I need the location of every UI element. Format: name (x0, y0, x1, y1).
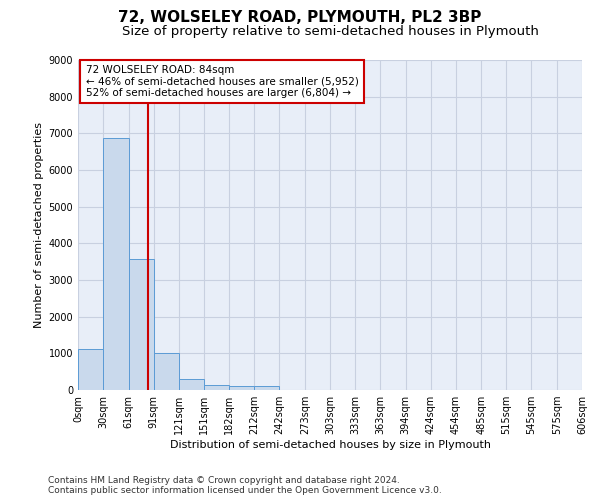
Bar (129, 260, 154, 390)
Bar (254, 386, 279, 390)
Text: Contains HM Land Registry data © Crown copyright and database right 2024.
Contai: Contains HM Land Registry data © Crown c… (48, 476, 442, 495)
Bar (103, 138, 129, 390)
X-axis label: Distribution of semi-detached houses by size in Plymouth: Distribution of semi-detached houses by … (170, 440, 491, 450)
Bar (203, 385, 229, 390)
Bar (78, 348, 103, 390)
Bar (229, 386, 254, 390)
Y-axis label: Number of semi-detached properties: Number of semi-detached properties (34, 122, 44, 328)
Bar (179, 378, 203, 390)
Title: Size of property relative to semi-detached houses in Plymouth: Size of property relative to semi-detach… (122, 25, 538, 38)
Text: 72 WOLSELEY ROAD: 84sqm
← 46% of semi-detached houses are smaller (5,952)
52% of: 72 WOLSELEY ROAD: 84sqm ← 46% of semi-de… (86, 65, 358, 98)
Text: 72, WOLSELEY ROAD, PLYMOUTH, PL2 3BP: 72, WOLSELEY ROAD, PLYMOUTH, PL2 3BP (118, 10, 482, 25)
Bar (154, 354, 179, 390)
